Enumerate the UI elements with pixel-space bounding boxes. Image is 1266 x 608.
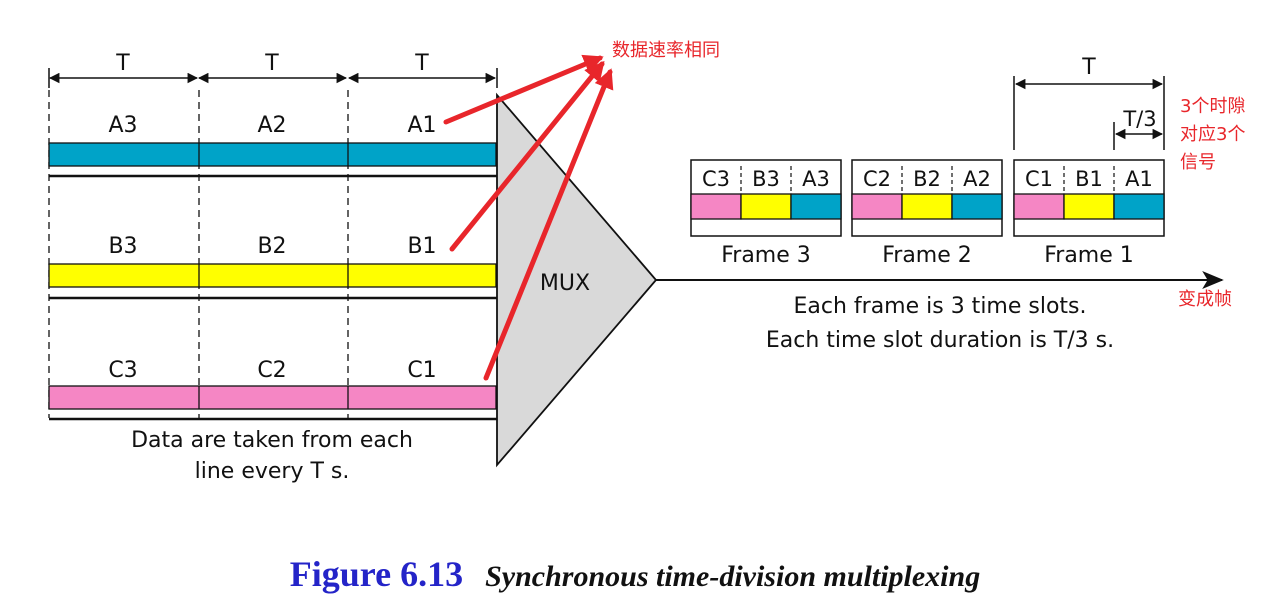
frame-1-slot: A1: [1125, 167, 1153, 191]
figure-caption: Figure 6.13 Synchronous time-division mu…: [290, 554, 980, 594]
slot-period-label: T/3: [1122, 107, 1156, 131]
frame-1-slot: C1: [1025, 167, 1053, 191]
becomes-frame-note: 变成帧: [1178, 289, 1232, 310]
frame-3-slot: B3: [752, 167, 780, 191]
line-c-cell: C1: [407, 358, 436, 383]
period-markers: T T T: [48, 51, 498, 88]
period-label: T: [414, 51, 429, 76]
frame-2-slot: B2: [913, 167, 941, 191]
line-c: C3 C2 C1: [48, 358, 497, 421]
line-a-cell: A3: [108, 113, 137, 138]
red-arrow: [483, 68, 614, 381]
figure-number: Figure 6.13: [290, 554, 463, 594]
input-note-line2: line every T s.: [195, 459, 350, 484]
line-b-bar: [48, 263, 497, 288]
frame-2-label: Frame 2: [882, 243, 972, 268]
line-a-bar: [48, 142, 497, 167]
input-note-line1: Data are taken from each: [131, 428, 413, 453]
frame-3: C3 B3 A3 Frame 3: [690, 159, 842, 268]
period-label: T: [264, 51, 279, 76]
line-c-bar: [48, 385, 497, 410]
output-desc-line1: Each frame is 3 time slots.: [793, 294, 1086, 319]
frame-2: C2 B2 A2 Frame 2: [851, 159, 1003, 268]
same-rate-note: 数据速率相同: [612, 40, 720, 61]
red-arrows: [443, 54, 614, 381]
line-c-cell: C2: [257, 358, 286, 383]
frame-3-slot: A3: [802, 167, 830, 191]
line-a-cell: A1: [407, 113, 436, 138]
line-a-cell: A2: [257, 113, 286, 138]
frame-1-slot: B1: [1075, 167, 1103, 191]
frame-2-slot: A2: [963, 167, 991, 191]
output-desc-line2: Each time slot duration is T/3 s.: [766, 328, 1114, 353]
red-arrow: [443, 54, 604, 125]
line-b: B3 B2 B1: [48, 234, 497, 300]
frame-1: C1 B1 A1 Frame 1: [1013, 159, 1165, 268]
figure-title: Synchronous time-division multiplexing: [485, 560, 980, 593]
frame-3-label: Frame 3: [721, 243, 811, 268]
slots-note-line: 3个时隙: [1180, 96, 1245, 117]
output-period-markers: T T/3: [1013, 55, 1165, 150]
line-b-cell: B1: [407, 234, 436, 259]
line-a: A3 A2 A1: [48, 113, 497, 178]
line-c-cell: C3: [108, 358, 137, 383]
frame-2-slot: C2: [863, 167, 891, 191]
mux-triangle: [496, 92, 658, 468]
dashed-separators: [48, 90, 349, 418]
mux-label: MUX: [540, 271, 590, 296]
slots-note-line: 信号: [1180, 152, 1216, 173]
line-b-cell: B3: [108, 234, 137, 259]
red-arrow: [449, 60, 605, 252]
period-label: T: [115, 51, 130, 76]
output-period-label: T: [1081, 55, 1096, 80]
frame-1-label: Frame 1: [1044, 243, 1134, 268]
line-b-cell: B2: [257, 234, 286, 259]
frame-3-slot: C3: [702, 167, 730, 191]
slots-note-line: 对应3个: [1180, 124, 1245, 145]
